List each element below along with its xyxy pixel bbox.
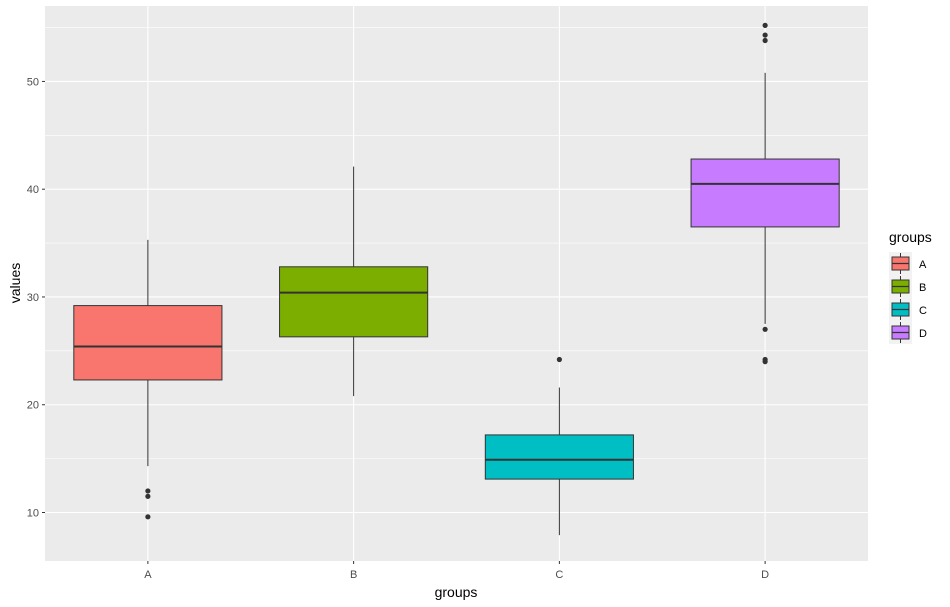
outlier-point [762,359,768,365]
y-tick-label: 30 [27,292,39,304]
x-tick-label: B [350,569,357,581]
x-tick-label: D [761,569,769,581]
box [73,305,223,381]
legend-item-c: C [889,298,927,321]
outlier-point [762,32,768,38]
box [484,434,634,480]
x-axis: A B C D [144,561,769,581]
outlier-point [762,37,768,44]
x-tick-label: C [555,569,563,581]
outlier-point [145,493,151,499]
legend-item-d: D [889,321,927,344]
outlier-point [145,488,151,494]
box-group-a [73,239,223,520]
outlier-point [762,326,768,332]
outlier-point [762,22,768,28]
legend-label: D [919,328,927,340]
legend-item-b: B [889,275,926,298]
legend-item-a: A [889,252,927,275]
plot-panel [45,6,868,561]
box-group-d [690,22,840,365]
x-tick-label: A [144,569,152,581]
legend-title: groups [889,229,932,245]
outlier-point [145,514,151,520]
y-tick-label: 50 [27,76,39,88]
x-axis-title: groups [435,584,478,600]
box [279,266,429,338]
y-axis-title: values [7,263,23,303]
box-group-b [279,166,429,397]
box-group-c [484,356,634,536]
y-tick-label: 10 [27,508,39,520]
legend-label: A [919,259,927,271]
boxes [73,22,840,536]
legend-label: B [919,282,926,294]
outlier-point [556,356,562,363]
legend-label: C [919,305,927,317]
box [690,158,840,228]
y-axis: 10 20 30 40 50 [27,76,45,520]
y-tick-label: 40 [27,184,39,196]
y-tick-label: 20 [27,400,39,412]
